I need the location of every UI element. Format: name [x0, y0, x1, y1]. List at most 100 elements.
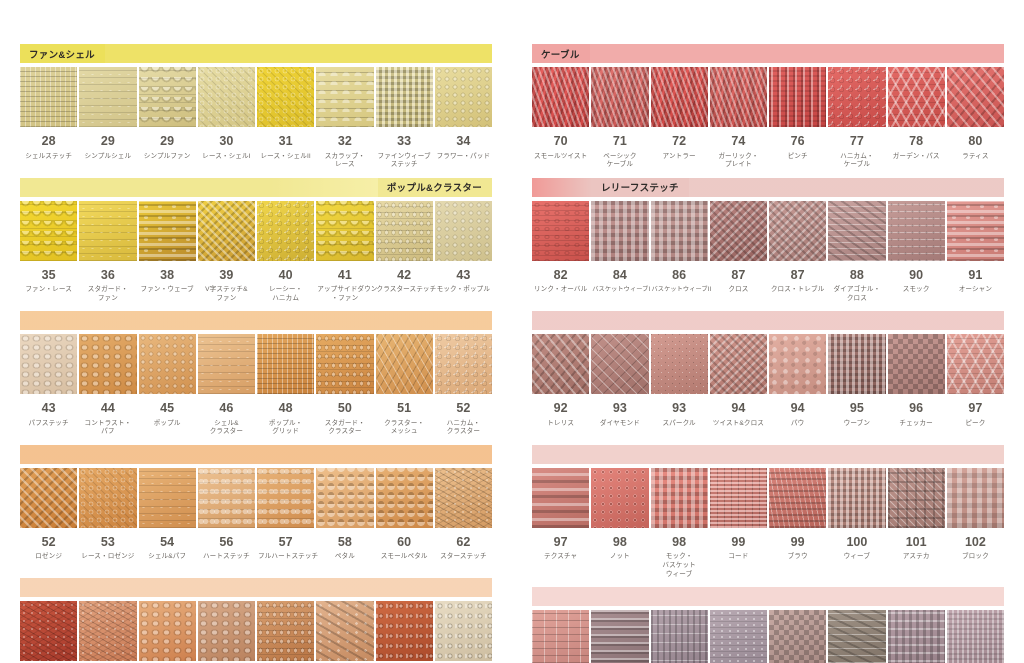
- swatch-cell[interactable]: 94 パウ: [769, 334, 827, 438]
- swatch-thumbnail[interactable]: [709, 467, 767, 528]
- swatch-thumbnail[interactable]: [769, 334, 827, 394]
- swatch-thumbnail[interactable]: [650, 609, 708, 663]
- swatch-cell[interactable]: 48 ポップル・グリッド: [257, 334, 315, 438]
- swatch-thumbnail[interactable]: [887, 200, 945, 261]
- swatch-cell[interactable]: 98 ノット: [591, 467, 649, 580]
- swatch-cell[interactable]: 102 ブロック: [946, 467, 1004, 580]
- swatch-thumbnail[interactable]: [197, 334, 255, 394]
- swatch-cell[interactable]: 66フロントクラスター: [257, 601, 315, 663]
- swatch-cell[interactable]: 105スモールチェック: [769, 609, 827, 663]
- swatch-thumbnail[interactable]: [532, 467, 590, 528]
- swatch-thumbnail[interactable]: [946, 67, 1004, 127]
- swatch-cell[interactable]: 46 シェル&クラスター: [197, 334, 255, 438]
- swatch-thumbnail[interactable]: [138, 601, 196, 661]
- swatch-thumbnail[interactable]: [20, 467, 78, 528]
- swatch-thumbnail[interactable]: [138, 200, 196, 261]
- swatch-thumbnail[interactable]: [138, 67, 196, 127]
- swatch-thumbnail[interactable]: [434, 467, 492, 528]
- swatch-cell[interactable]: 87 クロス: [709, 200, 767, 305]
- swatch-cell[interactable]: 39 V字ステッチ& ファン: [197, 200, 255, 305]
- swatch-thumbnail[interactable]: [650, 67, 708, 127]
- swatch-cell[interactable]: 90 スモック: [887, 200, 945, 305]
- swatch-cell[interactable]: 43 パフステッチ: [20, 334, 78, 438]
- swatch-cell[interactable]: 84 バスケットウィーブI: [591, 200, 650, 305]
- swatch-cell[interactable]: 70 スモールツイスト: [532, 67, 590, 171]
- swatch-thumbnail[interactable]: [257, 601, 315, 661]
- swatch-cell[interactable]: 67クロウ: [316, 601, 374, 663]
- swatch-cell[interactable]: 62 スターステッチ: [434, 467, 492, 572]
- swatch-cell[interactable]: 45 ポップル: [138, 334, 196, 438]
- swatch-cell[interactable]: 106トレイル: [828, 609, 886, 663]
- swatch-cell[interactable]: 57 フルハートステッチ: [257, 467, 318, 572]
- swatch-cell[interactable]: 107ロウ: [946, 609, 1004, 663]
- swatch-thumbnail[interactable]: [887, 334, 945, 394]
- swatch-thumbnail[interactable]: [532, 67, 590, 127]
- swatch-cell[interactable]: 78 ガーデン・パス: [887, 67, 945, 171]
- swatch-thumbnail[interactable]: [532, 609, 590, 663]
- swatch-thumbnail[interactable]: [769, 609, 827, 663]
- swatch-thumbnail[interactable]: [828, 200, 886, 261]
- swatch-cell[interactable]: 64タイニースター: [79, 601, 137, 663]
- swatch-cell[interactable]: 52 ロゼンジ: [20, 467, 78, 572]
- swatch-cell[interactable]: 58 ペタル: [316, 467, 374, 572]
- swatch-thumbnail[interactable]: [828, 67, 886, 127]
- swatch-cell[interactable]: 82 リンク・オーバル: [532, 200, 590, 305]
- swatch-thumbnail[interactable]: [257, 67, 315, 127]
- swatch-cell[interactable]: 53 レース・ロゼンジ: [79, 467, 137, 572]
- swatch-cell[interactable]: 97 テクスチャ: [532, 467, 590, 580]
- swatch-thumbnail[interactable]: [887, 467, 945, 528]
- swatch-cell[interactable]: 68パブコーン: [375, 601, 433, 663]
- swatch-cell[interactable]: 88 ダイアゴナル・ クロス: [828, 200, 886, 305]
- swatch-thumbnail[interactable]: [591, 467, 649, 528]
- swatch-thumbnail[interactable]: [138, 467, 196, 528]
- swatch-thumbnail[interactable]: [316, 467, 374, 528]
- swatch-cell[interactable]: 40 レーシー・ ハニカム: [257, 200, 315, 305]
- swatch-cell[interactable]: 36 スタガード・ファン: [79, 200, 137, 305]
- swatch-cell[interactable]: 74 ガーリック・ プレイト: [709, 67, 767, 171]
- swatch-cell[interactable]: 52 ハニカム・ クラスター: [434, 334, 492, 438]
- swatch-thumbnail[interactable]: [591, 609, 649, 663]
- swatch-thumbnail[interactable]: [887, 67, 945, 127]
- swatch-thumbnail[interactable]: [20, 200, 78, 261]
- swatch-cell[interactable]: 33 ファインウィーブ ステッチ: [375, 67, 433, 171]
- swatch-thumbnail[interactable]: [434, 334, 492, 394]
- swatch-thumbnail[interactable]: [257, 200, 315, 261]
- swatch-thumbnail[interactable]: [79, 67, 137, 127]
- swatch-thumbnail[interactable]: [375, 200, 433, 261]
- swatch-cell[interactable]: 92 トレリス: [532, 334, 590, 438]
- swatch-thumbnail[interactable]: [828, 467, 886, 528]
- swatch-thumbnail[interactable]: [375, 601, 433, 661]
- swatch-thumbnail[interactable]: [434, 67, 492, 127]
- swatch-thumbnail[interactable]: [887, 609, 945, 663]
- swatch-cell[interactable]: 93 ダイヤモンド: [591, 334, 649, 438]
- swatch-cell[interactable]: 96 チェッカー: [887, 334, 945, 438]
- swatch-thumbnail[interactable]: [375, 467, 433, 528]
- swatch-cell[interactable]: 95 ウーブン: [828, 334, 886, 438]
- swatch-thumbnail[interactable]: [375, 67, 433, 127]
- swatch-cell[interactable]: 60 スモールペタル: [375, 467, 433, 572]
- swatch-cell[interactable]: 35 ファン・レース: [20, 200, 78, 305]
- swatch-cell[interactable]: 77 ハニカム・ ケーブル: [828, 67, 886, 171]
- swatch-thumbnail[interactable]: [434, 601, 492, 661]
- swatch-thumbnail[interactable]: [316, 601, 374, 661]
- swatch-thumbnail[interactable]: [316, 67, 374, 127]
- swatch-thumbnail[interactable]: [650, 200, 708, 261]
- swatch-cell[interactable]: 94 ツイスト&クロス: [709, 334, 767, 438]
- swatch-thumbnail[interactable]: [79, 200, 137, 261]
- swatch-cell[interactable]: 34 フラワー・パッド: [434, 67, 492, 171]
- swatch-cell[interactable]: 31 レース・シェルII: [257, 67, 315, 171]
- swatch-thumbnail[interactable]: [828, 609, 886, 663]
- swatch-thumbnail[interactable]: [138, 334, 196, 394]
- swatch-cell[interactable]: 51 クラスター・ メッシュ: [375, 334, 433, 438]
- swatch-cell[interactable]: 72 アントラー: [650, 67, 708, 171]
- swatch-cell[interactable]: 42 クラスターステッチ: [375, 200, 436, 305]
- swatch-cell[interactable]: 101 アステカ: [887, 467, 945, 580]
- swatch-thumbnail[interactable]: [257, 467, 315, 528]
- swatch-cell[interactable]: 28 シェルステッチ: [20, 67, 78, 171]
- swatch-thumbnail[interactable]: [20, 601, 78, 661]
- swatch-thumbnail[interactable]: [79, 334, 137, 394]
- swatch-thumbnail[interactable]: [20, 334, 78, 394]
- swatch-cell[interactable]: 107ティース: [887, 609, 945, 663]
- swatch-thumbnail[interactable]: [946, 467, 1004, 528]
- swatch-cell[interactable]: 50 スタガード・ クラスター: [316, 334, 374, 438]
